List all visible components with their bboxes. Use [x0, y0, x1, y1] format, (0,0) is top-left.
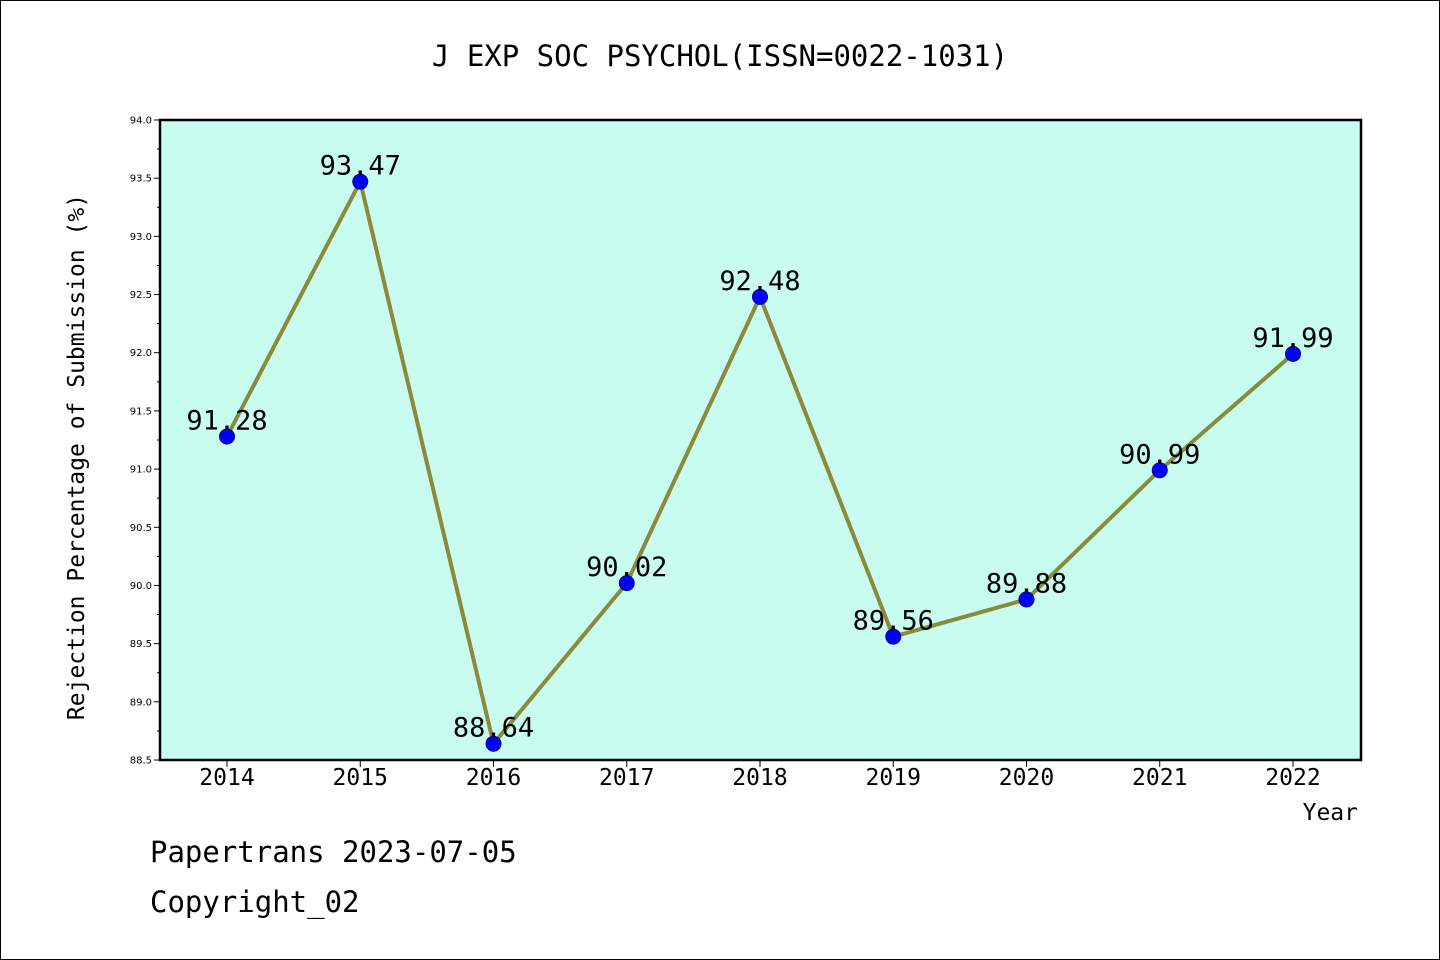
y-tick-label: 93.5 — [130, 174, 152, 185]
x-tick-label: 2022 — [1265, 765, 1320, 791]
x-tick-label: 2020 — [999, 765, 1054, 791]
y-tick-label: 89.0 — [130, 697, 152, 708]
data-label: 92.48 — [719, 266, 800, 297]
data-point — [618, 575, 635, 592]
plot-area — [158, 118, 1363, 762]
data-point — [1151, 462, 1168, 479]
data-point — [1285, 345, 1301, 362]
data-label: 89.56 — [853, 606, 934, 637]
x-tick-label: 2016 — [466, 765, 521, 791]
data-label: 89.88 — [986, 568, 1067, 599]
data-point — [752, 288, 768, 305]
data-point — [1018, 591, 1035, 608]
x-tick-label: 2018 — [732, 765, 787, 791]
data-label: 93.47 — [320, 151, 401, 182]
y-tick-label: 91.0 — [130, 465, 152, 476]
y-tick-label: 88.5 — [130, 756, 152, 767]
x-tick-label: 2019 — [866, 765, 921, 791]
y-axis-label: Rejection Percentage of Submission (%) — [64, 194, 90, 720]
y-tick-label: 92.0 — [130, 348, 152, 359]
data-label: 90.02 — [586, 552, 667, 583]
data-point — [485, 735, 502, 752]
x-tick-label: 2021 — [1132, 765, 1187, 791]
y-axis: 88.5 89.0 89.5 90.0 90.5 91.0 91.5 92.0 92.5 93.0… — [130, 116, 160, 767]
y-tick-label: 94.0 — [130, 116, 152, 127]
data-point — [219, 428, 235, 445]
x-axis: 2014 2015 2016 2017 2018 2019 2020 2021 2022 — [199, 760, 1321, 791]
data-label: 91.99 — [1252, 323, 1333, 354]
x-tick-label: 2014 — [199, 765, 254, 791]
y-tick-label: 90.0 — [130, 581, 152, 592]
footer-copyright: Copyright_02 — [150, 885, 360, 919]
y-tick-label: 91.5 — [130, 406, 152, 417]
data-label: 88.64 — [453, 713, 534, 744]
chart-title: J EXP SOC PSYCHOL(ISSN=0022-1031) — [432, 39, 1008, 73]
x-tick-label: 2015 — [333, 765, 388, 791]
y-tick-label: 89.5 — [130, 639, 152, 650]
data-label: 90.99 — [1119, 439, 1200, 470]
data-label: 91.28 — [186, 406, 267, 437]
data-label-group: 91.28 93.47 88.64 90.02 92.48 89.56 89.88 90.99… — [186, 151, 1333, 744]
x-tick-label: 2017 — [599, 765, 654, 791]
footer-date: Papertrans 2023-07-05 — [150, 835, 517, 869]
data-point — [352, 173, 369, 190]
y-tick-label: 93.0 — [130, 232, 152, 243]
y-tick-label: 92.5 — [130, 290, 152, 301]
data-point — [885, 628, 902, 645]
series-line-group — [219, 173, 1301, 752]
y-tick-label: 90.5 — [130, 523, 152, 534]
x-axis-label: Year — [1303, 800, 1358, 826]
